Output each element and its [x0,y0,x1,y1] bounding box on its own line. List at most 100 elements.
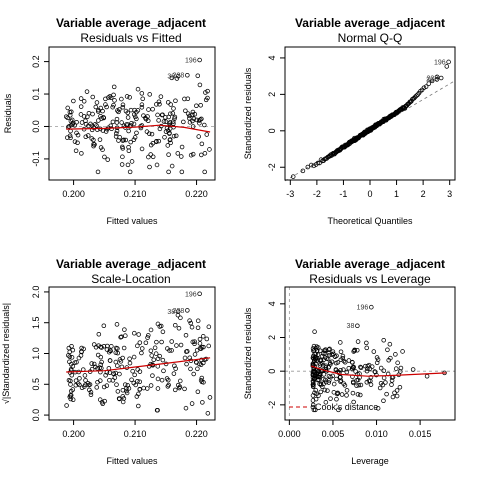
data-point [67,113,73,118]
data-point [169,75,175,81]
data-point [129,377,134,383]
data-point [434,74,440,80]
data-point [139,146,145,152]
data-point [93,104,99,110]
data-point [310,404,316,410]
data-point [68,128,73,134]
x-tick-label: 1 [394,189,399,199]
x-tick-label: 0.220 [185,189,208,199]
data-point [171,106,176,111]
data-point [357,392,363,398]
data-point [429,78,435,84]
data-point [135,367,140,372]
data-point [179,154,184,159]
data-point [414,93,419,99]
data-point [177,385,182,391]
data-point [327,352,332,358]
chart-subtitle: Residuals vs Fitted [80,31,181,45]
x-tick-label: 2 [421,189,426,199]
data-point [154,162,160,168]
data-point [66,345,72,351]
data-point [83,378,88,383]
data-point [397,384,403,390]
data-point [392,390,397,396]
data-point [71,98,76,104]
data-point [344,393,349,398]
data-point [185,96,191,102]
data-point [108,95,114,101]
data-point [167,348,172,353]
data-point [375,406,381,411]
data-point [372,369,378,375]
data-point [202,151,208,156]
data-point [65,115,70,121]
x-axis-label: Fitted values [106,216,158,226]
data-point [338,349,344,354]
data-point [159,339,164,345]
data-point [364,340,369,346]
data-point [150,373,155,378]
data-point [114,120,120,125]
data-point [179,169,185,175]
data-point [395,360,400,366]
data-point [371,349,377,354]
data-point [66,353,71,358]
data-point [139,91,145,96]
data-point [321,381,326,387]
data-point [98,354,104,360]
data-point [158,94,164,99]
data-point [192,111,198,117]
data-point [149,131,155,137]
data-point [187,318,192,323]
plot-frame [284,286,456,421]
x-tick-label: 0.220 [185,429,208,439]
data-point [198,103,203,108]
x-tick-label: -3 [286,189,294,199]
data-point [161,119,167,124]
data-point [310,355,316,361]
x-tick-label: -1 [339,189,347,199]
point-label: 196 [185,291,197,298]
data-point [113,370,118,376]
data-point [147,92,152,97]
data-point [383,380,388,385]
data-point [97,365,103,370]
y-tick-label: 0.5 [31,378,41,391]
data-point [125,383,131,388]
data-point [175,382,181,388]
data-point [340,353,346,359]
data-point [127,356,132,362]
data-point [76,355,82,361]
data-point [328,396,333,401]
data-point [185,111,191,116]
data-point [346,358,352,363]
data-point [69,343,74,349]
data-point [200,334,206,339]
data-point [125,115,131,120]
data-point [444,64,450,69]
y-tick-label: 0 [267,369,277,374]
data-point [143,115,148,121]
data-point [369,304,374,310]
data-point [161,368,166,374]
data-point [421,85,427,91]
data-point [90,111,95,117]
plot-frame [48,286,216,421]
data-point [148,348,154,354]
data-point [120,104,126,110]
data-point [201,360,206,366]
data-point [317,373,322,378]
data-point [125,162,131,168]
y-tick-label: -2 [267,401,277,409]
data-point [122,382,128,387]
data-point [166,382,171,388]
data-point [127,124,133,129]
data-point [172,323,178,328]
x-tick-label: 0.210 [124,189,147,199]
data-point [197,82,203,88]
data-point [91,361,97,367]
data-point [170,119,176,124]
data-point [107,348,113,353]
data-point [381,338,386,343]
